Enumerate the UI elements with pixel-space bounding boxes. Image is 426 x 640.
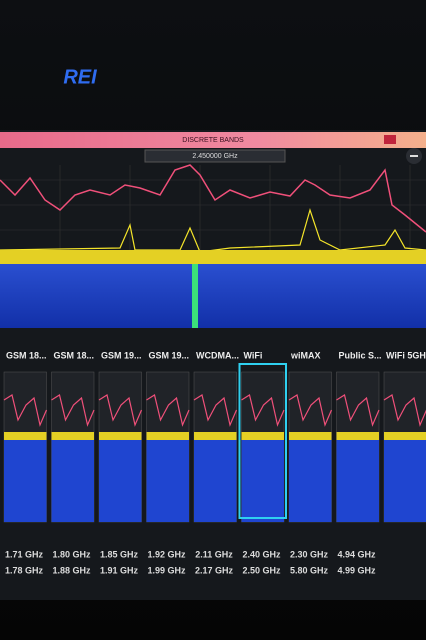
band-label: Public S... — [339, 350, 382, 360]
band-end: 2.17 GHz — [195, 565, 234, 575]
tile-floor — [146, 432, 189, 440]
band-start: 1.92 GHz — [147, 549, 186, 559]
waterfall-signal — [192, 264, 198, 328]
tile-waterfall — [51, 440, 94, 522]
band-end: 2.50 GHz — [242, 565, 281, 575]
band-tile[interactable] — [193, 371, 238, 523]
tile-trace — [288, 394, 333, 427]
tile-floor — [194, 432, 237, 440]
band-tile[interactable] — [51, 371, 95, 523]
band-start: 4.94 GHz — [337, 549, 376, 559]
tile-waterfall — [4, 440, 47, 522]
band-label: GSM 19... — [101, 350, 142, 360]
logo: REI — [63, 66, 97, 88]
header-title: DISCRETE BANDS — [182, 137, 244, 144]
tile-floor — [99, 432, 142, 440]
band-tile[interactable] — [383, 371, 426, 523]
tile-waterfall — [146, 440, 189, 522]
band-tiles: GSM 18... 1.71 GHz 1.78 GHz GSM 18... 1.80 G… — [3, 350, 426, 575]
tile-floor — [51, 432, 94, 440]
band-start: 2.40 GHz — [242, 549, 281, 559]
band-label: wiMAX — [290, 350, 321, 360]
band-end: 1.88 GHz — [52, 565, 91, 575]
tile-trace — [51, 394, 95, 427]
band-label: GSM 18... — [6, 350, 47, 360]
tile-floor — [336, 432, 379, 440]
band-label: WiFi 5GHz — [386, 350, 426, 360]
tile-floor — [241, 432, 284, 440]
tile-trace — [241, 394, 285, 427]
tile-waterfall — [99, 440, 142, 522]
tile-trace — [146, 394, 190, 427]
band-tile[interactable] — [238, 363, 287, 523]
band-tile[interactable] — [146, 371, 190, 523]
tile-waterfall — [384, 440, 426, 522]
band-tile[interactable] — [288, 371, 333, 523]
band-end: 1.99 GHz — [147, 565, 186, 575]
noise-floor — [0, 250, 426, 264]
tile-waterfall — [194, 440, 237, 522]
tile-waterfall — [336, 440, 379, 522]
band-tile[interactable] — [98, 371, 143, 523]
waterfall — [0, 264, 426, 328]
tile-trace — [3, 394, 48, 427]
band-start: 2.11 GHz — [195, 549, 233, 559]
band-end: 4.99 GHz — [337, 565, 376, 575]
tile-floor — [289, 432, 332, 440]
tile-trace — [98, 394, 143, 427]
band-end: 5.80 GHz — [290, 565, 329, 575]
tile-floor — [4, 432, 47, 440]
spectrum-grid — [0, 165, 426, 262]
tile-trace — [336, 394, 380, 427]
header-bar — [0, 132, 426, 148]
tile-waterfall — [289, 440, 332, 522]
tile-trace — [193, 394, 238, 427]
band-start: 2.30 GHz — [290, 549, 329, 559]
band-label: GSM 18... — [54, 350, 95, 360]
tile-waterfall — [241, 440, 284, 522]
spectrum-trace — [0, 164, 426, 233]
frequency: 2.450000 GHz — [192, 153, 238, 160]
band-label: WCDMA... — [196, 350, 239, 360]
display — [0, 130, 426, 600]
trace-yellow — [0, 207, 426, 253]
tile-floor — [384, 432, 426, 440]
band-label: WiFi — [244, 350, 263, 360]
band-start: 1.71 GHz — [5, 549, 44, 559]
minus-icon — [410, 155, 418, 157]
band-start: 1.80 GHz — [52, 549, 91, 559]
band-end: 1.78 GHz — [5, 565, 44, 575]
band-tile[interactable] — [3, 371, 48, 523]
band-start: 1.85 GHz — [100, 549, 139, 559]
band-label: GSM 19... — [149, 350, 190, 360]
band-end: 1.91 GHz — [100, 565, 139, 575]
tile-selection — [238, 363, 287, 519]
frequency-box — [144, 149, 286, 163]
band-tile[interactable] — [336, 371, 380, 523]
status-icon — [384, 135, 396, 144]
tile-trace — [383, 394, 426, 427]
